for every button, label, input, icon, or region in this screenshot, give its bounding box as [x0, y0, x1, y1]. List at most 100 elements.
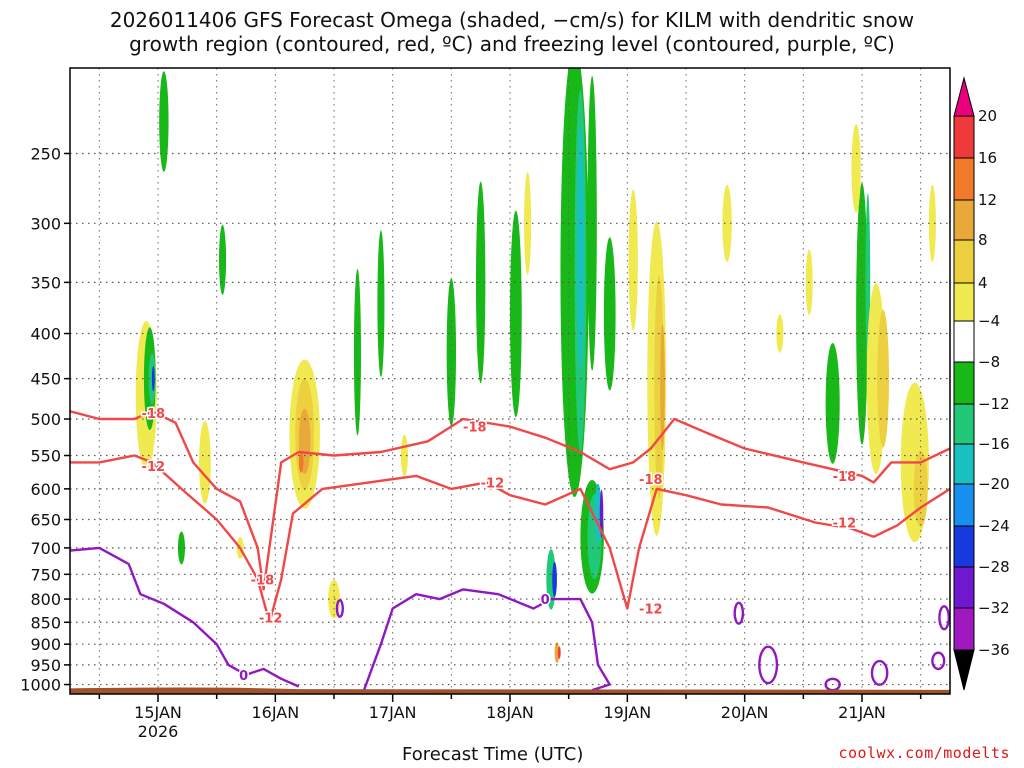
- omega-shade-blob: [628, 189, 638, 331]
- contour-label: -12: [259, 612, 283, 627]
- omega-shade-blob: [509, 210, 522, 418]
- x-tick-label: 16JAN: [251, 703, 299, 722]
- colorbar-swatch: [953, 115, 975, 159]
- chart-title-line-1: 2026011406 GFS Forecast Omega (shaded, −…: [109, 8, 915, 32]
- omega-shade-blob: [151, 365, 155, 392]
- y-tick-label: 800: [30, 590, 61, 609]
- y-tick-label: 350: [30, 273, 61, 292]
- y-tick-label: 850: [30, 613, 61, 632]
- omega-shading: [135, 68, 936, 664]
- freezing-level-loop: [938, 605, 950, 631]
- contour-label: -12: [142, 460, 166, 475]
- freezing-level-loop: [870, 659, 889, 686]
- colorbar-level-label: 16: [978, 149, 997, 167]
- y-axis: 250 300 350 400 450 500 550 600 650 700 750 800 850 9…: [20, 144, 70, 695]
- contour-label: 0: [239, 669, 248, 684]
- contour-label: -18: [251, 573, 275, 588]
- contour-label: -12: [481, 476, 505, 491]
- y-tick-label: 1000: [20, 676, 61, 695]
- omega-shade-blob: [856, 183, 868, 445]
- y-tick-label: 250: [30, 144, 61, 163]
- contour-label: -18: [142, 407, 166, 422]
- y-tick-label: 700: [30, 539, 61, 558]
- omega-shade-blob: [722, 184, 732, 262]
- y-tick-label: 300: [30, 214, 61, 233]
- colorbar-swatch: [953, 199, 975, 241]
- colorbar-swatch: [953, 443, 975, 485]
- y-tick-label: 550: [30, 447, 61, 466]
- colorbar-level-label: 8: [978, 231, 988, 249]
- omega-shade-blob: [159, 71, 169, 172]
- x-tick-year-label: 2026: [138, 722, 179, 741]
- colorbar-level-label: −16: [978, 435, 1010, 453]
- colorbar-swatch: [953, 483, 975, 527]
- grid-lines: [70, 68, 950, 694]
- contour-label: -12: [833, 516, 857, 531]
- freezing-level-loop: [733, 601, 745, 625]
- y-tick-label: 600: [30, 480, 61, 499]
- omega-shade-blob: [599, 489, 604, 538]
- colorbar-level-label: −4: [978, 312, 1000, 330]
- colorbar-top-cap: [953, 76, 975, 117]
- omega-shade-blob: [576, 124, 584, 372]
- colorbar-level-label: 4: [978, 274, 988, 292]
- x-tick-label: 20JAN: [721, 703, 769, 722]
- colorbar-swatch: [953, 361, 975, 405]
- omega-shade-blob: [377, 230, 385, 378]
- freezing-level-loop: [758, 645, 779, 685]
- colorbar-swatch: [953, 607, 975, 651]
- colorbar-swatch: [953, 239, 975, 284]
- colorbar-level-label: −24: [978, 517, 1010, 535]
- contour-label: -18: [833, 470, 857, 485]
- omega-shade-blob: [851, 124, 861, 213]
- omega-shade-blob: [660, 324, 665, 451]
- omega-shade-blob: [603, 237, 616, 391]
- credit-link[interactable]: coolwx.com/modelts: [838, 744, 1010, 762]
- y-tick-label: 750: [30, 565, 61, 584]
- terrain-fill: [70, 687, 950, 694]
- x-tick-label: 15JAN: [134, 703, 182, 722]
- omega-shade-blob: [825, 343, 840, 464]
- omega-shade-blob: [353, 268, 361, 436]
- omega-shade-blob: [776, 314, 784, 353]
- omega-shade-blob: [446, 278, 457, 427]
- colorbar-level-label: −20: [978, 475, 1010, 493]
- contour-line: [70, 546, 300, 688]
- colorbar: 20 16 12 8 4 −4 −8 −12 −16 −20 −24 −28 −32 −36: [953, 76, 1010, 691]
- y-tick-label: 500: [30, 410, 61, 429]
- colorbar-level-label: −12: [978, 395, 1010, 413]
- contour-lines: -18 -18 -18 -18 -18 -12 -12 -12 -12 -12 0 0: [70, 405, 950, 693]
- contour-label: -12: [639, 603, 663, 618]
- contour-label: 0: [541, 593, 550, 608]
- colorbar-swatch: [953, 157, 975, 201]
- colorbar-level-label: 12: [978, 191, 997, 209]
- y-tick-label: 950: [30, 656, 61, 675]
- colorbar-swatch: [953, 525, 975, 568]
- omega-shade-blob: [199, 421, 211, 504]
- x-tick-label: 18JAN: [486, 703, 534, 722]
- omega-shade-blob: [475, 181, 486, 384]
- colorbar-swatch: [953, 403, 975, 445]
- colorbar-level-label: −28: [978, 558, 1010, 576]
- omega-shade-blob: [554, 642, 560, 664]
- y-tick-label: 400: [30, 325, 61, 344]
- omega-shade-blob: [928, 184, 936, 262]
- contour-line: [70, 410, 950, 591]
- contour-label: -18: [463, 421, 487, 436]
- x-tick-label: 19JAN: [603, 703, 651, 722]
- colorbar-swatch: [953, 282, 975, 322]
- colorbar-swatch: [953, 320, 975, 363]
- omega-shade-blob: [177, 531, 185, 565]
- x-tick-label: 17JAN: [369, 703, 417, 722]
- omega-shade-blob: [524, 171, 532, 275]
- x-tick-label: 21JAN: [838, 703, 886, 722]
- omega-shade-blob: [552, 561, 557, 598]
- omega-shade-blob: [298, 452, 304, 473]
- freezing-level-loop: [335, 599, 345, 618]
- omega-shade-blob: [557, 646, 561, 659]
- terrain-band: [70, 687, 950, 694]
- contour-line: [70, 454, 950, 624]
- y-tick-label: 650: [30, 511, 61, 530]
